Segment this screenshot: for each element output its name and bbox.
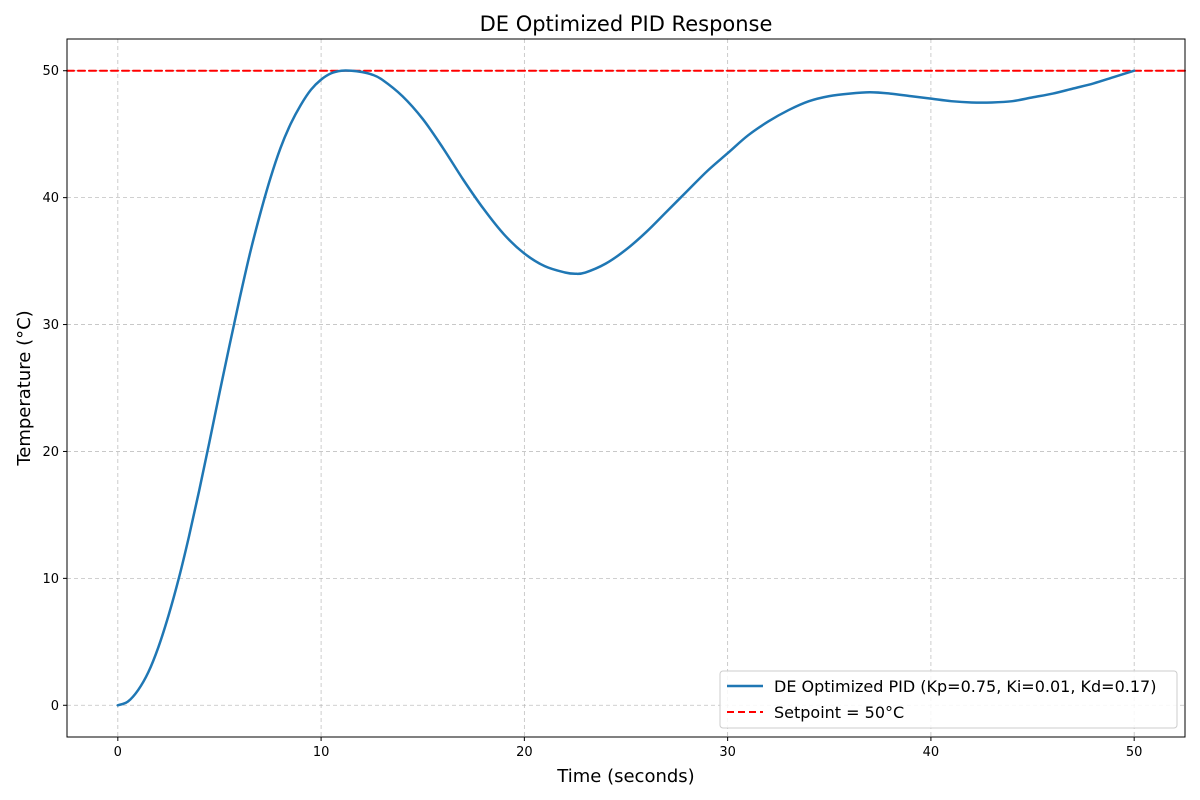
x-tick-label: 10 [313,745,330,760]
x-tick-label: 30 [719,745,736,760]
ticks: 0 10 20 30 40 50 0 10 20 30 40 50 [42,64,1142,760]
x-tick-label: 0 [114,745,122,760]
y-tick-label: 40 [42,191,59,206]
x-tick-label: 50 [1126,745,1143,760]
pid-response-line [116,69,1136,707]
x-tick-label: 20 [516,745,533,760]
legend: DE Optimized PID (Kp=0.75, Ki=0.01, Kd=0… [719,670,1178,729]
y-tick-label: 0 [51,699,59,714]
plot-frame [66,38,1186,738]
x-tick-label: 40 [923,745,940,760]
legend-label-pid: DE Optimized PID (Kp=0.75, Ki=0.01, Kd=0… [774,677,1156,696]
y-tick-label: 30 [42,318,59,333]
y-tick-label: 50 [42,64,59,79]
legend-box [719,670,1178,729]
y-tick-label: 20 [42,445,59,460]
y-tick-label: 10 [42,572,59,587]
legend-label-setpoint: Setpoint = 50°C [774,703,904,722]
y-axis-label: Temperature (°C) [14,310,35,466]
x-axis-label: Time (seconds) [556,766,694,787]
chart-title: DE Optimized PID Response [480,12,773,36]
series-layer [66,69,1186,707]
